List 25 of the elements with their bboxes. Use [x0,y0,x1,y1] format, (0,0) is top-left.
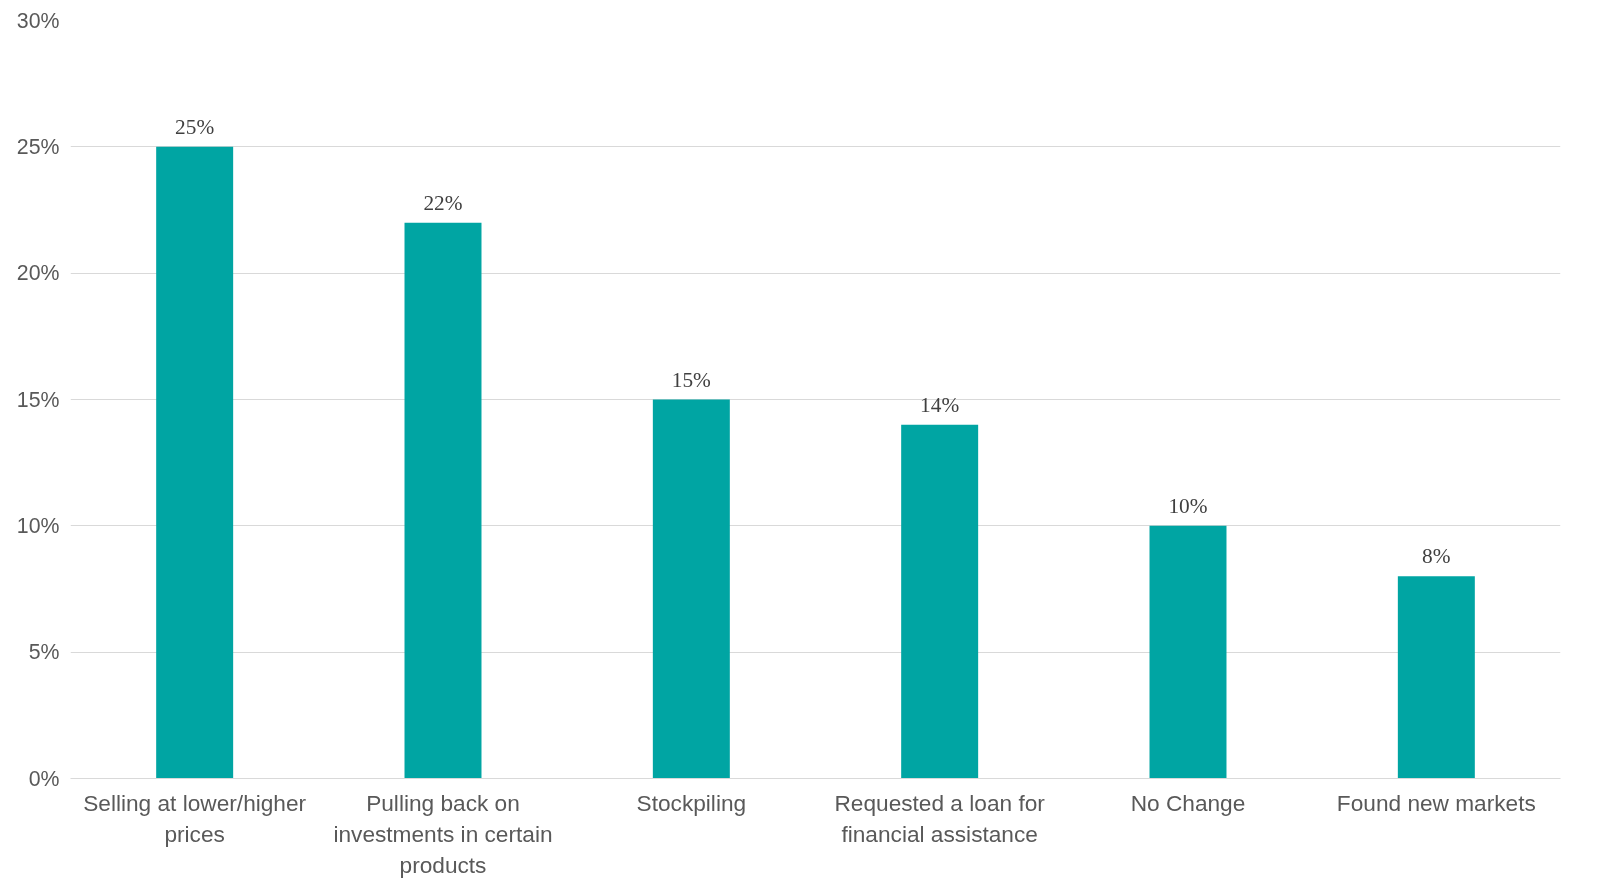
y-tick-label: 15% [16,387,60,412]
data-label: 15% [671,367,712,392]
data-label: 25% [175,114,215,139]
bar [1397,576,1475,779]
x-tick-label: Pulling back on investments in certain products [333,789,553,878]
y-tick-label: 10% [16,513,60,538]
x-tick-label: Selling at lower/higher prices [83,789,307,847]
bar [156,146,234,779]
data-label: 22% [423,190,463,215]
y-tick-label: 25% [16,134,60,159]
data-label: 8% [1422,544,1451,569]
bar [652,399,730,779]
bar [404,222,482,779]
x-tick-label: Found new markets [1336,789,1536,816]
x-tick-label: Stockpiling [636,789,747,816]
data-label: 14% [920,392,960,417]
y-tick-label: 5% [28,640,60,665]
x-tick-label: Requested a loan for financial assistance [834,789,1046,847]
y-tick-label: 30% [16,8,60,33]
bar [901,424,979,779]
y-tick-label: 0% [28,766,60,791]
bar [1149,525,1227,779]
y-tick-label: 20% [16,261,60,286]
x-tick-label: No Change [1130,789,1246,816]
data-label: 10% [1168,493,1208,518]
